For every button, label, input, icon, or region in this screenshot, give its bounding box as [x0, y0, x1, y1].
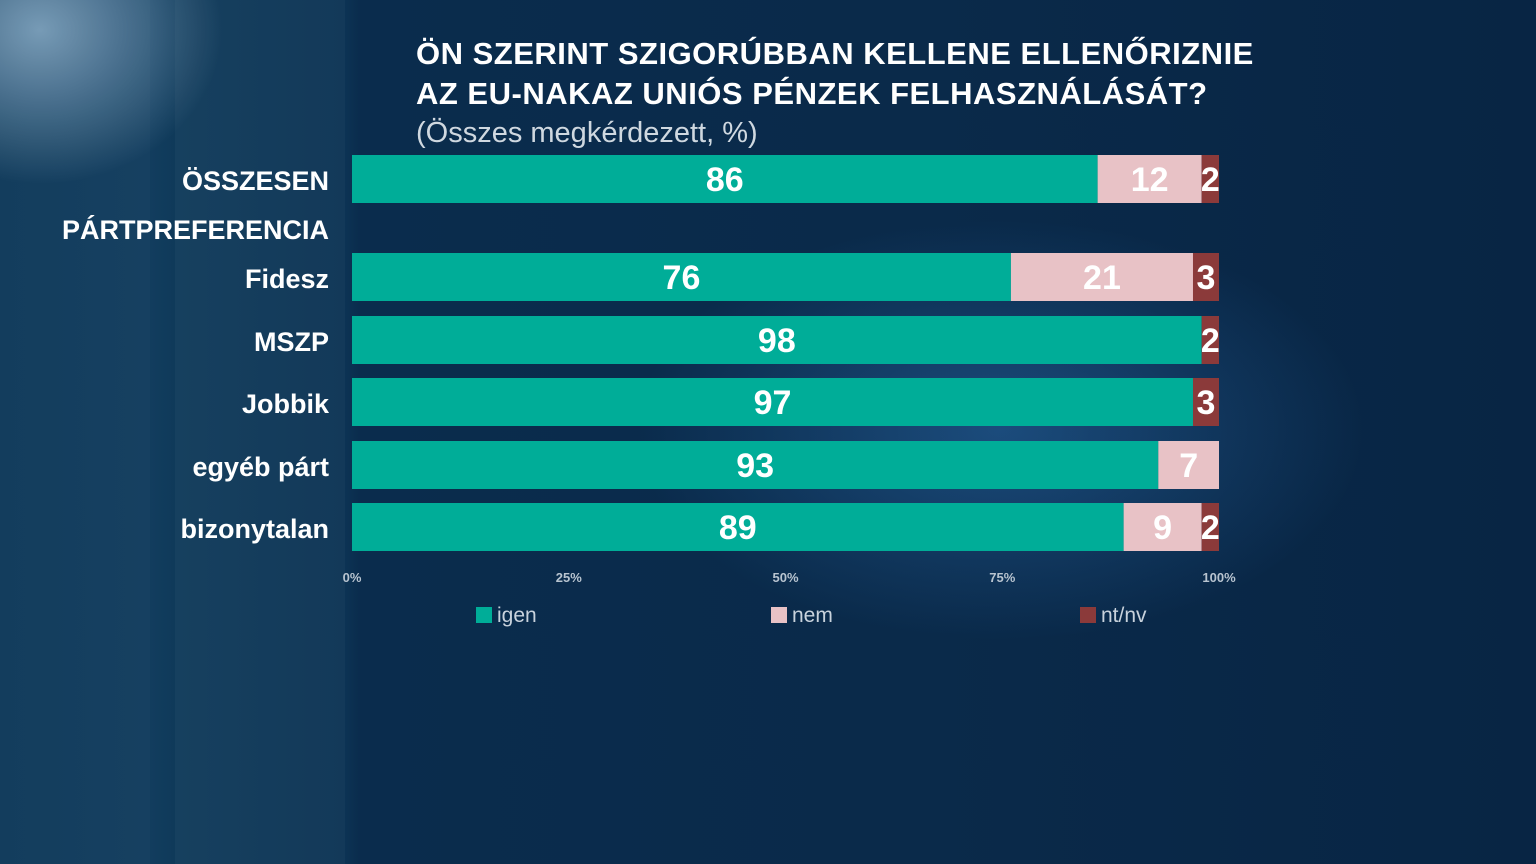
legend-label: nem: [792, 604, 833, 627]
chart-title-line-1: ÖN SZERINT SZIGORÚBBAN KELLENE ELLENŐRIZ…: [416, 36, 1254, 71]
bar-segment-ntnv: [1201, 155, 1219, 203]
data-label: 76: [663, 259, 701, 297]
x-tick-label: 100%: [1202, 570, 1236, 585]
data-label: 9: [1153, 509, 1172, 547]
legend-swatch: [771, 607, 787, 623]
data-label: 2: [1201, 509, 1220, 547]
bar-segment-igen: [352, 316, 1202, 364]
data-label: 2: [1201, 322, 1220, 360]
legend-swatch: [1080, 607, 1096, 623]
chart-subtitle: (Összes megkérdezett, %): [416, 117, 758, 149]
category-label: bizonytalan: [180, 514, 329, 544]
category-label: egyéb párt: [192, 452, 329, 482]
x-tick-label: 0%: [343, 570, 362, 585]
data-label: 12: [1131, 161, 1169, 199]
bar-segment-igen: [352, 378, 1193, 426]
bar-segment-nem: [1158, 441, 1219, 489]
bar-segment-igen: [352, 503, 1124, 551]
data-label: 3: [1197, 259, 1216, 297]
data-label: 3: [1197, 384, 1216, 422]
data-label: 93: [736, 447, 774, 485]
x-tick-label: 75%: [989, 570, 1015, 585]
bar-segment-nem: [1097, 155, 1202, 203]
category-label: Fidesz: [245, 264, 329, 294]
data-label: 89: [719, 509, 757, 547]
bar-segment-nem: [1010, 253, 1193, 301]
data-label: 7: [1179, 447, 1198, 485]
data-label: 2: [1201, 161, 1220, 199]
category-label: MSZP: [254, 327, 329, 357]
bar-segment-ntnv: [1201, 316, 1219, 364]
section-label: PÁRTPREFERENCIA: [62, 214, 329, 245]
legend-swatch: [476, 607, 492, 623]
category-label: ÖSSZESEN: [182, 166, 329, 196]
bar-segment-nem: [1123, 503, 1202, 551]
x-tick-label: 50%: [772, 570, 798, 585]
x-tick-label: 25%: [556, 570, 582, 585]
data-label: 97: [754, 384, 792, 422]
category-label: Jobbik: [242, 389, 330, 419]
data-label: 98: [758, 322, 796, 360]
bar-segment-igen: [352, 155, 1098, 203]
bar-segment-igen: [352, 441, 1159, 489]
bar-segment-ntnv: [1201, 503, 1219, 551]
legend-label: nt/nv: [1101, 604, 1147, 627]
chart-header: ÖN SZERINT SZIGORÚBBAN KELLENE ELLENŐRIZ…: [416, 34, 1416, 152]
bar-segment-igen: [352, 253, 1011, 301]
bar-segment-ntnv: [1192, 253, 1219, 301]
bar-segment-ntnv: [1192, 378, 1219, 426]
chart-title-line-2: AZ EU-NAKAZ UNIÓS PÉNZEK FELHASZNÁLÁSÁT?: [416, 76, 1208, 111]
data-label: 86: [706, 161, 744, 199]
legend-label: igen: [497, 604, 537, 627]
data-label: 21: [1083, 259, 1121, 297]
